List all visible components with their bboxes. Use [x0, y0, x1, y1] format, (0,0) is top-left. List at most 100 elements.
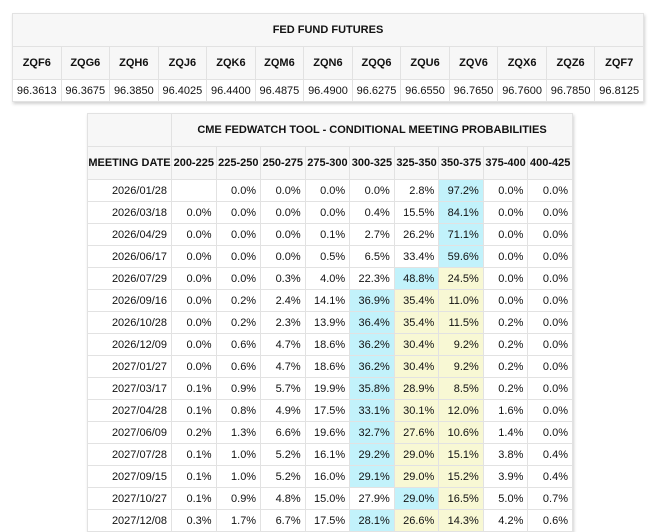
probability-cell: 0.0%	[527, 223, 573, 246]
probability-cell: 16.5%	[438, 487, 484, 510]
meeting-date-cell: 2026/07/29	[87, 267, 172, 290]
probability-cell: 11.0%	[438, 289, 484, 312]
contract-price: 96.4900	[303, 79, 353, 102]
probability-cell: 0.8%	[215, 399, 262, 422]
rate-range-header: 375-400	[482, 146, 529, 180]
probability-cell: 15.0%	[304, 487, 351, 510]
probability-cell: 0.0%	[171, 223, 217, 246]
contract-price: 96.7650	[448, 79, 499, 102]
probability-cell: 0.0%	[349, 179, 395, 202]
probability-cell: 0.4%	[527, 443, 573, 466]
probability-cell: 0.0%	[171, 245, 217, 268]
meeting-date-cell: 2027/10/27	[87, 487, 172, 510]
contract-header: ZQU6	[400, 46, 450, 80]
probability-cell: 0.1%	[171, 443, 217, 466]
probability-cell: 0.0%	[482, 179, 529, 202]
probability-cell: 0.0%	[215, 223, 262, 246]
table-row: 2027/03/17 0.1% 0.9% 5.7% 19.9% 35.8% 28.9% 8.5…	[87, 377, 573, 400]
probability-cell: 12.0%	[438, 399, 484, 422]
probability-cell: 36.2%	[349, 355, 395, 378]
futures-title: FED FUND FUTURES	[12, 13, 644, 47]
probability-cell: 0.2%	[171, 421, 217, 444]
table-row: 2026/09/16 0.0% 0.2% 2.4% 14.1% 36.9% 35.4% 11.…	[87, 289, 573, 312]
probability-cell: 0.0%	[482, 289, 529, 312]
rate-range-header: 275-300	[304, 146, 351, 180]
corner-cell	[87, 113, 172, 147]
table-row: 2026/10/28 0.0% 0.2% 2.3% 13.9% 36.4% 35.4% 11.…	[87, 311, 573, 334]
meeting-date-cell: 2026/01/28	[87, 179, 172, 202]
probability-cell: 10.6%	[438, 421, 484, 444]
probability-cell: 0.0%	[482, 223, 529, 246]
probability-cell: 0.0%	[527, 311, 573, 334]
contract-price: 96.6550	[400, 79, 450, 102]
probability-cell: 0.2%	[215, 289, 262, 312]
probability-cell: 84.1%	[438, 201, 484, 224]
probability-cell: 0.0%	[171, 355, 217, 378]
probability-cell: 17.5%	[304, 509, 351, 532]
probability-cell: 0.0%	[527, 399, 573, 422]
probability-cell: 36.2%	[349, 333, 395, 356]
probability-cell: 35.4%	[393, 311, 440, 334]
probability-cell: 29.2%	[349, 443, 395, 466]
table-row: 2026/03/18 0.0% 0.0% 0.0% 0.0% 0.4% 15.5% 84.1%…	[87, 201, 573, 224]
meeting-date-cell: 2027/04/28	[87, 399, 172, 422]
probability-cell: 18.6%	[304, 355, 351, 378]
probability-cell: 0.0%	[215, 201, 262, 224]
contract-price: 96.4025	[157, 79, 208, 102]
contract-price: 96.6275	[351, 79, 402, 102]
contract-header: ZQG6	[60, 46, 111, 80]
meeting-date-cell: 2027/06/09	[87, 421, 172, 444]
table-row: 2027/01/27 0.0% 0.6% 4.7% 18.6% 36.2% 30.4% 9.2…	[87, 355, 573, 378]
probability-cell: 3.9%	[482, 465, 529, 488]
contract-price: 96.7600	[497, 79, 547, 102]
meeting-date-cell: 2027/01/27	[87, 355, 172, 378]
probability-cell: 0.0%	[171, 201, 217, 224]
probability-cell: 22.3%	[349, 267, 395, 290]
meeting-date-header: MEETING DATE	[87, 146, 172, 180]
probability-cell: 6.5%	[349, 245, 395, 268]
probability-cell: 0.0%	[527, 377, 573, 400]
probability-cell: 24.5%	[438, 267, 484, 290]
probability-cell: 26.6%	[393, 509, 440, 532]
contract-price: 96.7850	[545, 79, 596, 102]
table-row: 2027/04/28 0.1% 0.8% 4.9% 17.5% 33.1% 30.1% 12.…	[87, 399, 573, 422]
contract-header: ZQM6	[254, 46, 305, 80]
probability-cell: 15.5%	[393, 201, 440, 224]
probability-cell: 29.0%	[393, 487, 440, 510]
rate-range-header: 325-350	[393, 146, 440, 180]
contract-price: 96.4400	[206, 79, 256, 102]
probabilities-title: CME FEDWATCH TOOL - CONDITIONAL MEETING …	[171, 113, 573, 147]
probability-cell: 1.0%	[215, 443, 262, 466]
probability-cell: 27.9%	[349, 487, 395, 510]
table-row: 2027/12/08 0.3% 1.7% 6.7% 17.5% 28.1% 26.6% 14.…	[87, 509, 573, 532]
rate-range-header: 250-275	[260, 146, 306, 180]
table-row: 2027/09/15 0.1% 1.0% 5.2% 16.0% 29.1% 29.0% 15.…	[87, 465, 573, 488]
probability-cell: 0.2%	[482, 311, 529, 334]
rate-range-header: 225-250	[215, 146, 262, 180]
probability-cell: 0.6%	[527, 509, 573, 532]
probability-cell: 0.5%	[304, 245, 351, 268]
probability-cell: 97.2%	[438, 179, 484, 202]
table-row: 2026/01/28 0.0% 0.0% 0.0% 0.0% 2.8% 97.2% 0.0% 0…	[87, 179, 573, 202]
probability-cell: 0.0%	[527, 289, 573, 312]
probability-cell: 0.0%	[304, 179, 351, 202]
rate-range-header: 300-325	[349, 146, 395, 180]
probability-cell: 0.3%	[171, 509, 217, 532]
probability-cell: 5.2%	[260, 443, 306, 466]
probability-cell: 0.2%	[482, 333, 529, 356]
probability-cell: 0.0%	[171, 267, 217, 290]
probability-cell: 0.4%	[349, 201, 395, 224]
probability-cell: 0.1%	[171, 487, 217, 510]
probability-cell: 0.0%	[171, 311, 217, 334]
probability-cell: 5.0%	[482, 487, 529, 510]
table-row: 2026/06/17 0.0% 0.0% 0.0% 0.5% 6.5% 33.4% 59.6%…	[87, 245, 573, 268]
probability-cell: 35.4%	[393, 289, 440, 312]
probability-cell: 0.0%	[215, 245, 262, 268]
probability-cell: 0.0%	[527, 355, 573, 378]
contract-header: ZQF7	[594, 46, 644, 80]
probability-cell: 0.0%	[171, 289, 217, 312]
probability-cell: 4.8%	[260, 487, 306, 510]
probability-cell: 0.0%	[527, 201, 573, 224]
probability-cell: 33.4%	[393, 245, 440, 268]
table-row: 2026/04/29 0.0% 0.0% 0.0% 0.1% 2.7% 26.2% 71.1%…	[87, 223, 573, 246]
